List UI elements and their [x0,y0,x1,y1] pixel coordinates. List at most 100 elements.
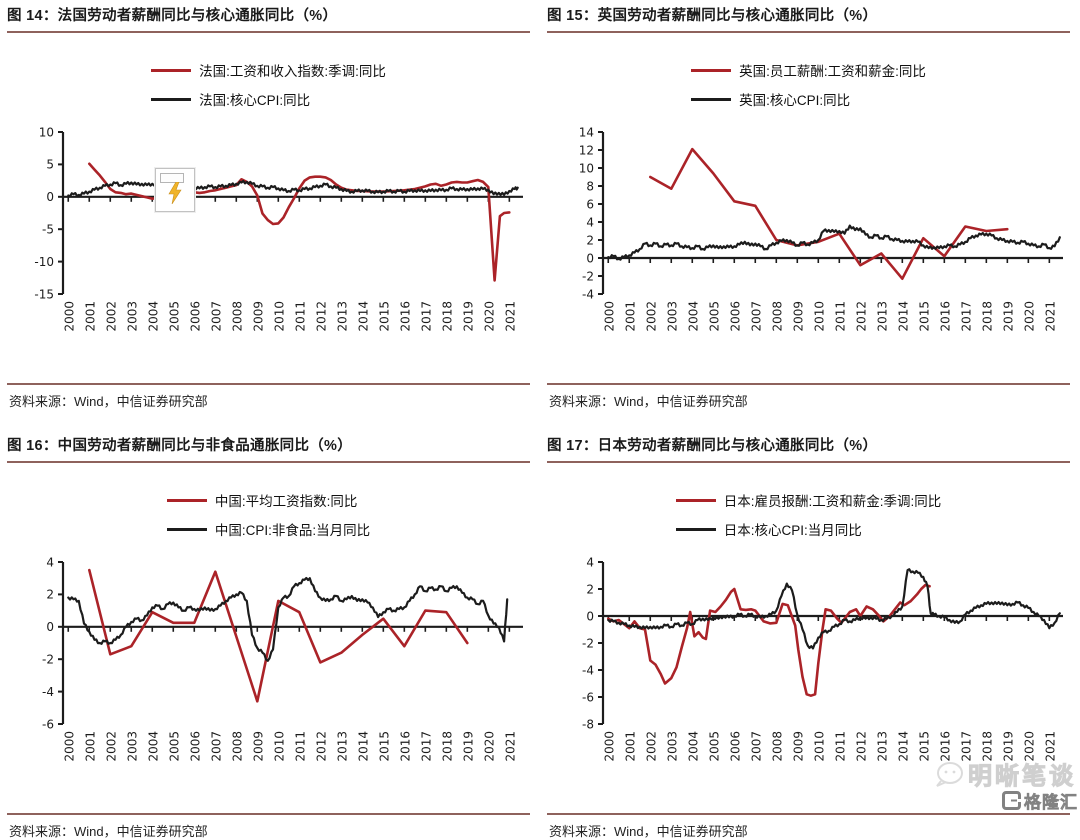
svg-text:2014: 2014 [356,731,370,762]
figure-title: 图 15：英国劳动者薪酬同比与核心通胀同比（%） [547,7,1070,34]
svg-text:2018: 2018 [440,731,454,762]
svg-text:2004: 2004 [146,731,160,762]
black-line-swatch [675,527,716,531]
svg-text:2011: 2011 [833,301,847,332]
legend-item: 法国:工资和收入指数:季调:同比 [151,60,386,80]
legend-item: 法国:核心CPI:同比 [151,89,386,109]
chart-area: 4 2 0 -2 -4 -6 2000 2001 2002 2003 2004 2005 2006 200… [7,554,530,799]
svg-text:-2: -2 [582,269,594,283]
svg-text:2006: 2006 [188,301,202,332]
svg-text:2006: 2006 [728,301,742,332]
svg-text:2016: 2016 [398,731,412,762]
svg-text:2017: 2017 [419,301,433,332]
svg-text:2015: 2015 [377,731,391,762]
svg-text:2005: 2005 [707,301,721,332]
svg-text:2003: 2003 [125,301,139,332]
svg-text:0: 0 [46,620,54,634]
source-note: 资料来源：Wind，中信证券研究部 [547,383,1070,410]
svg-text:2007: 2007 [209,731,223,762]
svg-text:8: 8 [586,179,594,193]
svg-text:2016: 2016 [938,731,952,762]
svg-text:2010: 2010 [812,731,826,762]
svg-text:2001: 2001 [623,731,637,762]
svg-text:-15: -15 [34,287,54,301]
svg-text:2020: 2020 [482,731,496,762]
svg-text:-5: -5 [42,223,54,237]
svg-text:2002: 2002 [644,301,658,332]
svg-text:2019: 2019 [461,301,475,332]
legend-label: 中国:平均工资指数:同比 [214,494,358,510]
svg-text:2000: 2000 [602,301,616,332]
legend-label: 英国:员工薪酬:工资和薪金:同比 [739,64,926,80]
svg-text:2006: 2006 [728,731,742,762]
svg-text:2000: 2000 [602,731,616,762]
svg-text:2005: 2005 [167,301,181,332]
red-line-swatch [675,498,716,502]
source-note: 资料来源：Wind，中信证券研究部 [7,383,530,410]
svg-text:2001: 2001 [83,301,97,332]
svg-text:-8: -8 [582,717,594,731]
chart-area: 14 12 10 8 6 4 2 0 -2 -4 2000 2001 2002 2003 2004 2005 2… [547,124,1070,369]
legend-label: 英国:核心CPI:同比 [739,93,851,109]
line-chart-france: 10 5 0 -5 -10 -15 2000 2001 2002 2003 2004 2005 2006… [34,125,523,332]
red-line-swatch [151,68,192,72]
svg-text:2013: 2013 [875,301,889,332]
svg-text:2019: 2019 [1001,731,1015,762]
svg-text:2009: 2009 [251,731,265,762]
figure-title: 图 17：日本劳动者薪酬同比与核心通胀同比（%） [547,437,1070,464]
svg-text:2013: 2013 [875,731,889,762]
svg-text:2016: 2016 [938,301,952,332]
svg-text:2016: 2016 [398,301,412,332]
svg-text:-6: -6 [42,717,54,731]
chart-area: 10 5 0 -5 -10 -15 2000 2001 2002 2003 2004 2005 2006… [7,124,530,369]
svg-text:10: 10 [579,161,594,175]
svg-text:2004: 2004 [686,301,700,332]
svg-text:5: 5 [46,158,54,172]
legend-label: 日本:核心CPI:当月同比 [723,523,862,539]
legend-item: 日本:核心CPI:当月同比 [675,519,942,539]
line-chart-uk: 14 12 10 8 6 4 2 0 -2 -4 2000 2001 2002 2003 2004 2005 2… [579,125,1063,332]
svg-text:2001: 2001 [623,301,637,332]
svg-text:2007: 2007 [209,301,223,332]
svg-text:2008: 2008 [770,731,784,762]
legend-item: 英国:核心CPI:同比 [691,89,926,109]
svg-text:2010: 2010 [272,301,286,332]
legend: 日本:雇员报酬:工资和薪金:季调:同比 日本:核心CPI:当月同比 [675,481,942,548]
svg-text:2009: 2009 [791,301,805,332]
svg-text:2003: 2003 [125,731,139,762]
svg-text:2002: 2002 [104,301,118,332]
svg-text:-4: -4 [42,685,54,699]
svg-text:-4: -4 [582,663,594,677]
svg-text:4: 4 [586,555,594,569]
svg-text:2006: 2006 [188,731,202,762]
svg-text:2001: 2001 [83,731,97,762]
svg-text:2019: 2019 [461,731,475,762]
svg-text:0: 0 [586,251,594,265]
svg-text:2008: 2008 [230,731,244,762]
source-note: 资料来源：Wind，中信证券研究部 [547,813,1070,840]
svg-text:2021: 2021 [503,301,517,332]
legend-item: 中国:CPI:非食品:当月同比 [166,519,370,539]
svg-text:2: 2 [586,582,594,596]
svg-text:2020: 2020 [482,301,496,332]
broken-image-placeholder-icon [155,168,195,213]
line-chart-japan: 4 2 0 -2 -4 -6 -8 2000 2001 2002 2003 2004 2005 2006 2… [582,555,1063,762]
svg-text:2012: 2012 [854,731,868,762]
legend: 中国:平均工资指数:同比 中国:CPI:非食品:当月同比 [166,481,370,548]
svg-text:2015: 2015 [377,301,391,332]
figure-16-china: 图 16：中国劳动者薪酬同比与非食品通胀同比（%） 中国:平均工资指数:同比 中… [0,430,540,839]
svg-text:-4: -4 [582,287,594,301]
svg-text:2014: 2014 [896,301,910,332]
svg-text:-6: -6 [582,690,594,704]
svg-text:2000: 2000 [62,301,76,332]
svg-text:2004: 2004 [146,301,160,332]
svg-text:2010: 2010 [812,301,826,332]
svg-text:2012: 2012 [314,731,328,762]
legend-item: 英国:员工薪酬:工资和薪金:同比 [691,60,926,80]
svg-text:2009: 2009 [791,731,805,762]
chart-area: 4 2 0 -2 -4 -6 -8 2000 2001 2002 2003 2004 2005 2006 2… [547,554,1070,799]
figure-title: 图 14：法国劳动者薪酬同比与核心通胀同比（%） [7,7,530,34]
svg-text:2014: 2014 [896,731,910,762]
svg-text:2011: 2011 [293,301,307,332]
